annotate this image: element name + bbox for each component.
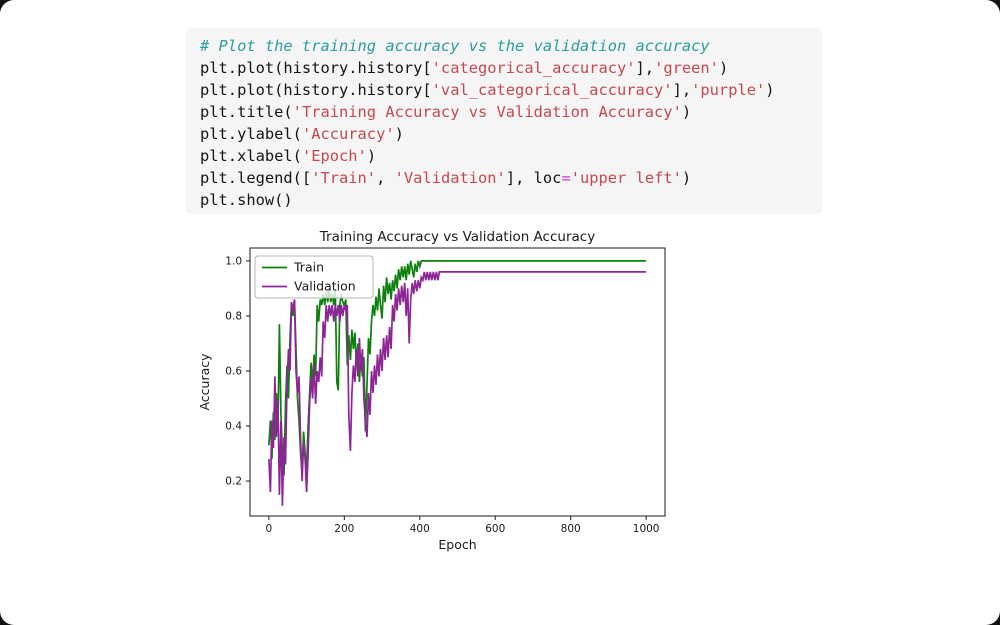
code-token-code: ) <box>366 147 377 165</box>
x-tick-label: 1000 <box>633 523 660 535</box>
code-token-code: plt.plot(history.history[ <box>200 81 432 99</box>
code-token-str: 'Validation' <box>394 169 506 187</box>
chart-title: Training Accuracy vs Validation Accuracy <box>319 229 595 245</box>
code-token-code: ], loc <box>505 169 562 187</box>
x-tick-label: 200 <box>334 523 354 535</box>
matplotlib-figure: 0 200 400 600 800 1000 0.2 0.4 0.6 0.8 1.0 Training… <box>195 228 680 560</box>
code-token-code: ], <box>635 59 655 77</box>
code-token-str: 'Accuracy' <box>301 125 395 143</box>
x-tick-label: 600 <box>485 523 505 535</box>
code-line: plt.plot(history.history['val_categorica… <box>200 79 808 101</box>
code-token-str: 'green' <box>654 59 719 77</box>
code-token-code: ], <box>672 81 692 99</box>
y-tick-label: 0.6 <box>225 366 242 378</box>
code-token-code: plt.legend([ <box>200 169 312 187</box>
code-token-op: = <box>561 169 571 187</box>
code-line: plt.ylabel('Accuracy') <box>200 123 808 145</box>
code-token-code: plt.plot(history.history[ <box>200 59 432 77</box>
legend-box <box>254 255 374 299</box>
code-token-code: , <box>376 169 395 187</box>
code-line: plt.legend(['Train', 'Validation'], loc=… <box>200 167 808 189</box>
code-line: plt.show() <box>200 189 808 211</box>
x-tick-label: 0 <box>266 523 273 535</box>
code-token-code: plt.show() <box>200 191 293 209</box>
y-tick-label: 0.4 <box>225 421 242 433</box>
x-tick-label: 400 <box>410 523 430 535</box>
y-tick-label: 1.0 <box>225 256 242 268</box>
code-token-code: plt.ylabel( <box>200 125 302 143</box>
code-token-code: ) <box>681 169 692 187</box>
code-token-code: ) <box>394 125 404 143</box>
axes-frame <box>249 247 666 517</box>
code-token-code: ) <box>765 81 775 99</box>
code-token-str: 'categorical_accuracy' <box>431 59 636 77</box>
code-token-str: 'Train' <box>311 169 377 187</box>
code-line: plt.title('Training Accuracy vs Validati… <box>200 101 808 123</box>
y-axis-label: Accuracy <box>197 353 212 411</box>
x-axis-label: Epoch <box>438 537 476 552</box>
y-tick-label: 0.8 <box>225 311 242 323</box>
accuracy-chart: 0 200 400 600 800 1000 0.2 0.4 0.6 0.8 1.0 Training… <box>197 229 666 552</box>
code-token-str: 'Training Accuracy vs Validation Accurac… <box>292 103 682 121</box>
code-token-str: 'upper left' <box>570 169 682 187</box>
code-token-code: ) <box>718 59 729 77</box>
code-line: plt.plot(history.history['categorical_ac… <box>200 57 808 79</box>
validation-line <box>268 271 647 506</box>
code-token-code: plt.title( <box>200 103 293 121</box>
code-token-code: plt.xlabel( <box>200 147 302 165</box>
code-token-str: 'val_categorical_accuracy' <box>431 81 673 99</box>
code-line: # Plot the training accuracy vs the vali… <box>200 35 808 57</box>
code-token-str: 'Epoch' <box>301 147 367 165</box>
code-cell[interactable]: # Plot the training accuracy vs the vali… <box>186 28 822 214</box>
legend-label-validation: Validation <box>294 279 356 294</box>
x-tick-label: 800 <box>561 523 581 535</box>
y-tick-label: 0.2 <box>225 476 242 488</box>
legend-label-train: Train <box>293 260 324 275</box>
code-token-str: 'purple' <box>691 81 766 99</box>
code-token-comment: # Plot the training accuracy vs the vali… <box>200 37 710 55</box>
code-line: plt.xlabel('Epoch') <box>200 145 808 167</box>
code-token-code: ) <box>681 103 692 121</box>
